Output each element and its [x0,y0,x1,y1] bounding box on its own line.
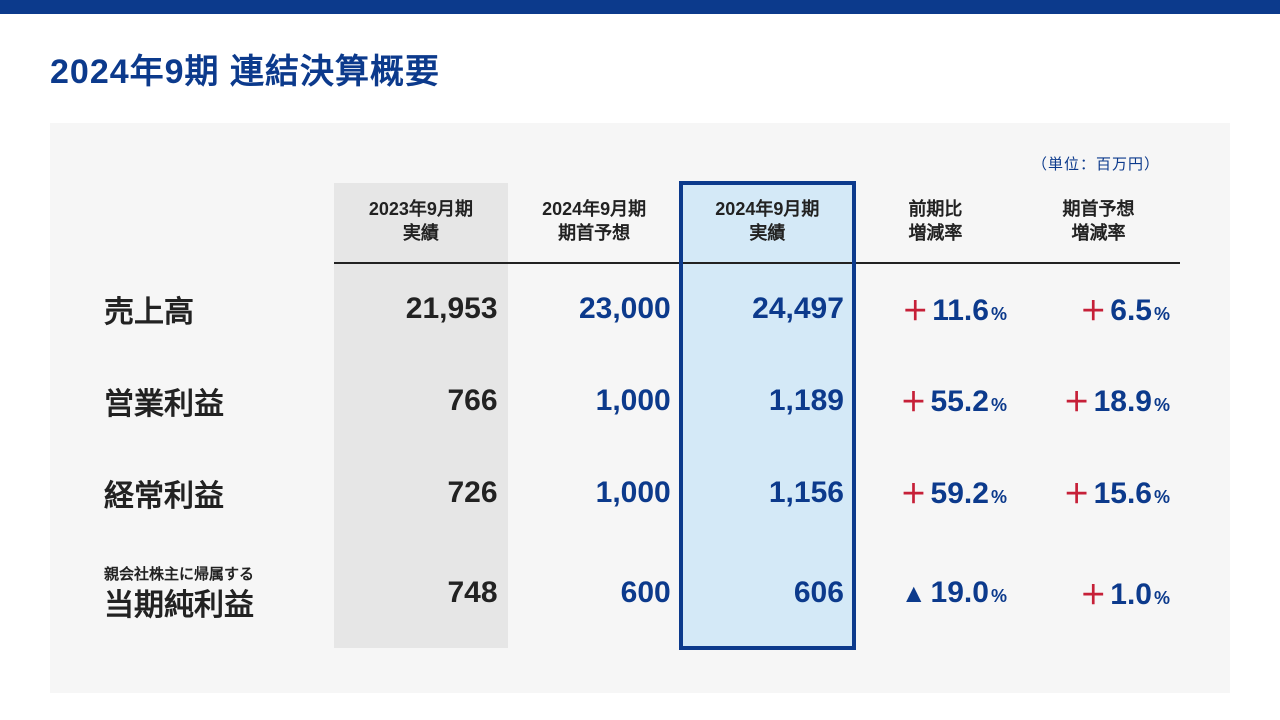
pct-unit: % [991,487,1007,507]
row-label-sup: 親会社株主に帰属する [104,563,324,584]
cell-prev: 21,953 [334,263,507,355]
col-prev: 2023年9月期 実績 [334,183,507,263]
pct-unit: % [1154,487,1170,507]
cell-yoy: ＋59.2% [854,447,1017,539]
cell-prev: 748 [334,539,507,648]
pct-value: 59.2 [931,477,989,510]
pct-sign: ＋ [902,296,928,326]
pct-sign: ＋ [901,387,927,417]
cell-prev: 726 [334,447,507,539]
row-label: 売上高 [100,263,334,355]
col-forecast: 2024年9月期 期首予想 [508,183,681,263]
table-row: 営業利益7661,0001,189＋55.2%＋18.9% [100,355,1180,447]
pct-unit: % [991,586,1007,606]
cell-vsfc: ＋6.5% [1017,263,1180,355]
cell-actual: 1,156 [681,447,854,539]
pct-value: 19.0 [931,576,989,609]
col-actual: 2024年9月期 実績 [681,183,854,263]
cell-yoy: ▲19.0% [854,539,1017,648]
cell-forecast: 23,000 [508,263,681,355]
cell-vsfc: ＋18.9% [1017,355,1180,447]
pct-unit: % [1154,395,1170,415]
pct-unit: % [991,304,1007,324]
row-label: 経常利益 [100,447,334,539]
unit-note: （単位：百万円） [1032,153,1160,174]
pct-value: 18.9 [1094,385,1152,418]
cell-vsfc: ＋1.0% [1017,539,1180,648]
pct-value: 11.6 [932,294,989,327]
col-rowlabel [100,183,334,263]
cell-vsfc: ＋15.6% [1017,447,1180,539]
summary-panel: （単位：百万円） 2023年9月期 実績 2024年9月期 期首予想 2024年… [50,123,1230,693]
cell-forecast: 1,000 [508,447,681,539]
cell-actual: 1,189 [681,355,854,447]
cell-actual: 606 [681,539,854,648]
table-header-row: 2023年9月期 実績 2024年9月期 期首予想 2024年9月期 実績 前期… [100,183,1180,263]
pct-sign: ▲ [901,578,927,608]
pct-sign: ＋ [1080,580,1106,610]
table-row: 売上高21,95323,00024,497＋11.6%＋6.5% [100,263,1180,355]
cell-forecast: 600 [508,539,681,648]
row-label-main: 売上高 [104,296,194,329]
pct-value: 15.6 [1094,477,1152,510]
pct-unit: % [1154,304,1170,324]
pct-unit: % [1154,588,1170,608]
table-row: 親会社株主に帰属する当期純利益748600606▲19.0%＋1.0% [100,539,1180,648]
pct-sign: ＋ [1080,296,1106,326]
pct-sign: ＋ [1064,387,1090,417]
financial-table: 2023年9月期 実績 2024年9月期 期首予想 2024年9月期 実績 前期… [100,183,1180,648]
cell-yoy: ＋55.2% [854,355,1017,447]
pct-value: 1.0 [1110,578,1152,611]
col-yoy: 前期比 増減率 [854,183,1017,263]
row-label-main: 経常利益 [104,480,224,513]
pct-sign: ＋ [1064,479,1090,509]
row-label: 営業利益 [100,355,334,447]
page: 2024年9期 連結決算概要 （単位：百万円） 2023年9月期 実績 2024… [0,14,1280,693]
row-label-main: 営業利益 [104,388,224,421]
pct-unit: % [991,395,1007,415]
col-vsfc: 期首予想 増減率 [1017,183,1180,263]
table-row: 経常利益7261,0001,156＋59.2%＋15.6% [100,447,1180,539]
pct-sign: ＋ [901,479,927,509]
cell-actual: 24,497 [681,263,854,355]
pct-value: 6.5 [1110,294,1152,327]
cell-yoy: ＋11.6% [854,263,1017,355]
top-bar [0,0,1280,14]
page-title: 2024年9期 連結決算概要 [50,44,1230,93]
pct-value: 55.2 [931,385,989,418]
row-label-main: 当期純利益 [104,589,254,622]
row-label: 親会社株主に帰属する当期純利益 [100,539,334,648]
cell-forecast: 1,000 [508,355,681,447]
cell-prev: 766 [334,355,507,447]
